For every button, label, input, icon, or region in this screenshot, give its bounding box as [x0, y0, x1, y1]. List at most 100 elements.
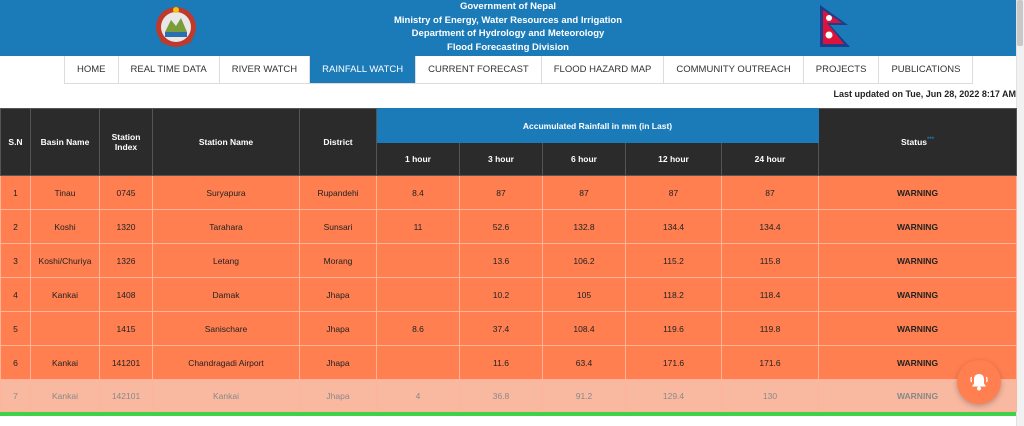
nav-publications[interactable]: PUBLICATIONS: [891, 64, 961, 75]
cell-6-hour: 106.2: [542, 243, 626, 278]
cell-3-hour: 36.8: [459, 379, 543, 412]
cell-district: Morang: [299, 243, 377, 278]
cell-12-hour: 118.2: [625, 277, 722, 312]
nav-projects[interactable]: PROJECTS: [804, 56, 880, 83]
page-below-fold: [0, 416, 1016, 426]
cell-basin: Koshi/Churiya: [30, 243, 100, 278]
notification-bell-button[interactable]: [957, 360, 1001, 404]
cell-station: Chandragadi Airport: [152, 345, 300, 380]
header-title-block: Government of Nepal Ministry of Energy, …: [0, 0, 1016, 54]
cell-district: Jhapa: [299, 379, 377, 412]
nav-real-time-data[interactable]: REAL TIME DATA: [119, 56, 220, 83]
cell-3-hour: 11.6: [459, 345, 543, 380]
nepal-flag-icon: [820, 5, 850, 47]
nav-home[interactable]: HOME: [65, 56, 119, 83]
cell-station: Kankai: [152, 379, 300, 412]
nav-river-watch[interactable]: RIVER WATCH: [220, 56, 311, 83]
status-footnote-marker[interactable]: ***: [927, 137, 935, 144]
cell-24-hour: 118.4: [720, 277, 820, 312]
cell-24-hour: 119.8: [720, 311, 820, 346]
cell-1-hour: [376, 243, 460, 278]
cell-station: Tarahara: [152, 209, 300, 244]
cell-12-hour: 134.4: [625, 209, 722, 244]
cell-12-hour: 119.6: [625, 311, 722, 346]
cell-sn: 6: [0, 345, 31, 380]
cell-6-hour: 108.4: [542, 311, 626, 346]
cell-index: 1320: [99, 209, 153, 244]
cell-district: Jhapa: [299, 277, 377, 312]
header-line-ministry: Ministry of Energy, Water Resources and …: [393, 14, 623, 26]
header-district: District: [299, 108, 377, 176]
header-station-index: Station Index: [99, 108, 153, 176]
cell-1-hour: 4: [376, 379, 460, 412]
header-6-hour: 6 hour: [542, 142, 626, 176]
cell-sn: 1: [0, 175, 31, 210]
cell-district: Sunsari: [299, 209, 377, 244]
site-header: Government of Nepal Ministry of Energy, …: [0, 0, 1016, 56]
cell-station: Sanischare: [152, 311, 300, 346]
header-1-hour: 1 hour: [376, 142, 460, 176]
header-24-hour: 24 hour: [720, 142, 820, 176]
nepal-emblem-icon: [156, 7, 196, 47]
nav-current-forecast[interactable]: CURRENT FORECAST: [416, 56, 542, 83]
header-basin-name: Basin Name: [30, 108, 100, 176]
cell-index: 141201: [99, 345, 153, 380]
table-row: 5 1415 Sanischare Jhapa 8.6 37.4 108.4 1…: [0, 311, 1018, 346]
cell-basin: Tinau: [30, 175, 100, 210]
nav-community-outreach[interactable]: COMMUNITY OUTREACH: [664, 56, 804, 83]
header-line-division: Flood Forecasting Division: [447, 41, 569, 53]
header-status-label: Status: [901, 137, 927, 147]
cell-6-hour: 87: [542, 175, 626, 210]
cell-6-hour: 63.4: [542, 345, 626, 380]
cell-basin: Kankai: [30, 277, 100, 312]
cell-station: Suryapura: [152, 175, 300, 210]
cell-3-hour: 87: [459, 175, 543, 210]
header-station-name: Station Name: [152, 108, 300, 176]
cell-sn: 7: [0, 379, 31, 412]
cell-basin: Kankai: [30, 345, 100, 380]
cell-sn: 2: [0, 209, 31, 244]
cell-index: 1408: [99, 277, 153, 312]
cell-12-hour: 129.4: [625, 379, 722, 412]
vertical-scrollbar[interactable]: [1016, 0, 1024, 426]
nav-rainfall-watch[interactable]: RAINFALL WATCH: [310, 56, 417, 83]
cell-1-hour: 11: [376, 209, 460, 244]
header-line-government: Government of Nepal: [459, 1, 557, 12]
bell-icon: [970, 374, 988, 391]
main-nav: HOME REAL TIME DATA RIVER WATCH RAINFALL…: [64, 56, 974, 84]
cell-3-hour: 37.4: [459, 311, 543, 346]
cell-station: Damak: [152, 277, 300, 312]
cell-12-hour: 115.2: [625, 243, 722, 278]
table-row: 3 Koshi/Churiya 1326 Letang Morang 13.6 …: [0, 243, 1018, 278]
cell-1-hour: 8.6: [376, 311, 460, 346]
rainfall-table-wrapper: S.N Basin Name Station Index Station Nam…: [0, 108, 1018, 412]
cell-24-hour: 87: [720, 175, 820, 210]
cell-index: 1326: [99, 243, 153, 278]
cell-status: WARNING: [818, 209, 1018, 244]
cell-status: WARNING: [818, 243, 1018, 278]
cell-station: Letang: [152, 243, 300, 278]
scrollbar-thumb[interactable]: [1017, 0, 1023, 46]
cell-index: 142101: [99, 379, 153, 412]
last-updated-text: Last updated on Tue, Jun 28, 2022 8:17 A…: [833, 89, 1016, 99]
header-12-hour: 12 hour: [625, 142, 722, 176]
cell-3-hour: 52.6: [459, 209, 543, 244]
cell-24-hour: 115.8: [720, 243, 820, 278]
cell-24-hour: 134.4: [720, 209, 820, 244]
cell-sn: 5: [0, 311, 31, 346]
nav-flood-hazard-map[interactable]: FLOOD HAZARD MAP: [542, 56, 665, 83]
cell-index: 1415: [99, 311, 153, 346]
cell-3-hour: 10.2: [459, 277, 543, 312]
table-row: 4 Kankai 1408 Damak Jhapa 10.2 105 118.2…: [0, 277, 1018, 312]
cell-3-hour: 13.6: [459, 243, 543, 278]
cell-status: WARNING: [818, 311, 1018, 346]
cell-1-hour: [376, 277, 460, 312]
cell-6-hour: 91.2: [542, 379, 626, 412]
cell-basin: [30, 311, 100, 346]
cell-status: WARNING: [818, 175, 1018, 210]
cell-6-hour: 105: [542, 277, 626, 312]
cell-district: Rupandehi: [299, 175, 377, 210]
cell-basin: Koshi: [30, 209, 100, 244]
table-row: 6 Kankai 141201 Chandragadi Airport Jhap…: [0, 345, 1018, 380]
cell-district: Jhapa: [299, 311, 377, 346]
